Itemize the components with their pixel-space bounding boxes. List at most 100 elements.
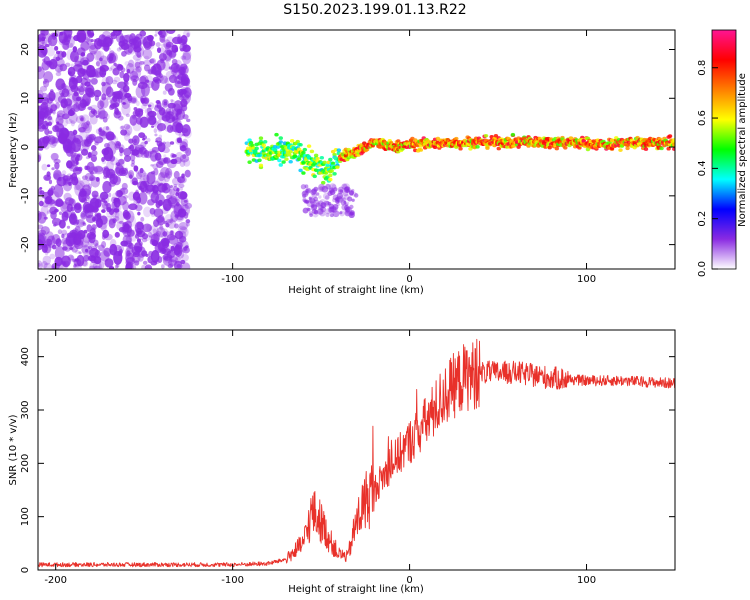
noise-speck <box>99 64 110 72</box>
snr-line <box>38 338 675 568</box>
stray-blob <box>301 190 309 198</box>
noise-speck <box>50 152 59 161</box>
noise-speck <box>74 166 78 169</box>
noise-speck <box>118 188 126 196</box>
stray-blob <box>302 207 309 214</box>
noise-speck <box>87 239 94 247</box>
noise-speck <box>162 61 170 72</box>
noise-speck <box>114 264 119 269</box>
noise-speck <box>88 233 96 244</box>
ridge-cell <box>306 144 312 148</box>
noise-speck <box>43 71 54 83</box>
noise-speck <box>108 67 113 72</box>
noise-speck <box>116 47 122 52</box>
noise-speck <box>48 58 58 70</box>
noise-speck <box>94 212 101 219</box>
noise-speck <box>64 197 74 206</box>
colorbar-tick-label: 0.2 <box>697 211 708 227</box>
noise-speck <box>68 112 78 124</box>
noise-speck <box>97 64 105 75</box>
noise-speck <box>108 266 115 269</box>
noise-speck <box>39 186 43 190</box>
ridge-cell <box>258 163 264 168</box>
noise-speck <box>166 171 172 176</box>
noise-speck <box>156 75 164 82</box>
noise-speck <box>143 59 152 67</box>
noise-speck <box>38 154 41 163</box>
ridge-cell <box>302 147 308 152</box>
noise-speck <box>182 153 187 160</box>
noise-speck <box>52 137 60 144</box>
noise-speck <box>128 174 133 179</box>
noise-speck <box>94 198 102 208</box>
noise-speck <box>170 194 179 206</box>
noise-speck <box>117 64 123 69</box>
ridge-cell <box>248 140 254 145</box>
noise-speck <box>70 152 79 164</box>
noise-speck <box>121 50 127 57</box>
noise-speck <box>82 190 87 196</box>
noise-speck <box>65 98 72 108</box>
noise-speck <box>170 159 178 165</box>
noise-speck <box>100 60 108 67</box>
noise-speck <box>178 133 183 138</box>
noise-speck <box>142 48 153 60</box>
noise-speck <box>124 61 130 66</box>
noise-speck <box>86 78 92 84</box>
noise-speck <box>54 246 65 261</box>
noise-speck <box>84 98 90 105</box>
noise-speck <box>74 249 80 254</box>
noise-speck <box>103 154 110 160</box>
noise-speck <box>144 75 154 86</box>
noise-speck <box>164 167 173 179</box>
stray-blob <box>327 190 333 197</box>
noise-speck <box>174 230 184 240</box>
noise-speck <box>61 229 68 236</box>
noise-speck <box>46 164 51 168</box>
noise-speck <box>50 89 54 93</box>
noise-speck <box>61 202 68 210</box>
noise-speck <box>55 56 61 62</box>
noise-speck <box>183 199 188 203</box>
noise-speck <box>114 143 121 151</box>
noise-speck <box>54 30 61 37</box>
noise-speck <box>75 180 85 191</box>
ridge-cell <box>313 153 319 158</box>
noise-speck <box>99 100 105 108</box>
stray-blob <box>343 194 350 200</box>
noise-speck <box>75 96 82 101</box>
noise-speck <box>96 50 105 62</box>
noise-speck <box>128 191 136 201</box>
noise-speck <box>119 71 125 79</box>
ridge-cell <box>295 139 300 144</box>
noise-speck <box>89 77 98 86</box>
noise-speck <box>99 215 108 225</box>
noise-speck <box>43 56 51 65</box>
ridge-cell <box>625 146 630 151</box>
noise-speck <box>177 122 182 127</box>
noise-speck <box>134 233 140 239</box>
noise-speck <box>123 123 131 130</box>
noise-speck <box>179 141 188 152</box>
spectrogram-y-ticks: -20 -10 0 10 20 <box>20 43 675 253</box>
noise-speck <box>118 226 126 233</box>
noise-speck <box>113 208 120 213</box>
noise-speck <box>105 75 114 85</box>
noise-speck <box>41 163 48 171</box>
stray-blob <box>332 204 339 211</box>
noise-speck <box>65 35 75 49</box>
noise-speck <box>55 198 64 208</box>
noise-speck <box>132 135 140 146</box>
ridge-cell <box>418 148 424 152</box>
noise-speck <box>142 97 150 104</box>
ridge-cell <box>672 147 675 151</box>
noise-speck <box>174 80 185 89</box>
noise-speck <box>44 128 50 136</box>
noise-speck <box>145 266 151 269</box>
noise-speck <box>132 180 139 186</box>
noise-speck <box>146 171 156 185</box>
noise-speck <box>53 158 61 164</box>
noise-speck <box>138 231 142 235</box>
noise-speck <box>57 132 68 144</box>
x-tick-label: -200 <box>44 575 67 586</box>
